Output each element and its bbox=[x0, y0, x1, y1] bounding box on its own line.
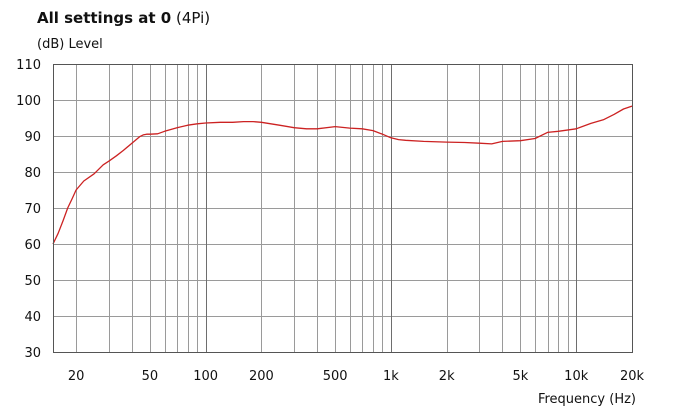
y-axis-label: (dB) Level bbox=[37, 37, 103, 52]
chart-title-main: All settings at 0 bbox=[37, 9, 172, 27]
tick-label-layer: 30 40 50 60 70 80 90 100 110 20 50 100 200 500 1k 2k 5k 1… bbox=[16, 58, 644, 384]
x-tick-label: 2k bbox=[439, 369, 455, 384]
y-tick-label: 30 bbox=[24, 346, 41, 361]
plot-frame bbox=[53, 64, 633, 353]
y-tick-label: 100 bbox=[16, 94, 41, 109]
x-tick-label: 200 bbox=[249, 369, 274, 384]
response-curve bbox=[52, 105, 633, 245]
y-tick-label: 90 bbox=[24, 130, 41, 145]
x-tick-label: 50 bbox=[142, 369, 159, 384]
data-layer bbox=[52, 105, 633, 245]
x-tick-label: 1k bbox=[383, 369, 399, 384]
x-tick-label: 20 bbox=[68, 369, 85, 384]
x-tick-label: 20k bbox=[620, 369, 645, 384]
y-tick-label: 60 bbox=[24, 238, 41, 253]
y-tick-label: 110 bbox=[16, 58, 41, 73]
x-axis-label: Frequency (Hz) bbox=[537, 392, 636, 407]
y-tick-label: 50 bbox=[24, 274, 41, 289]
x-tick-label: 10k bbox=[564, 369, 589, 384]
y-tick-label: 80 bbox=[24, 166, 41, 181]
grid-layer bbox=[53, 64, 633, 353]
chart-title: All settings at 0 (4Pi) bbox=[37, 9, 210, 27]
y-tick-label: 40 bbox=[24, 310, 41, 325]
x-tick-label: 100 bbox=[193, 369, 218, 384]
chart-title-suffix: (4Pi) bbox=[176, 9, 211, 27]
x-tick-label: 5k bbox=[513, 369, 529, 384]
x-tick-label: 500 bbox=[323, 369, 348, 384]
y-tick-label: 70 bbox=[24, 202, 41, 217]
